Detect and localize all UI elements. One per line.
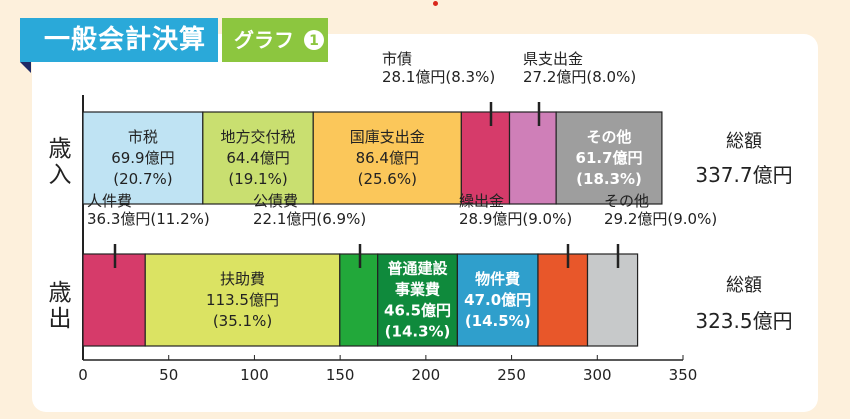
data-label: 36.3億円(11.2%) <box>87 210 210 228</box>
bar-segment <box>377 253 459 347</box>
x-tick-label: 150 <box>326 366 355 384</box>
title-main: 一般会計決算 <box>20 18 218 62</box>
data-label: 27.2億円(8.0%) <box>523 68 636 86</box>
bar-segment <box>202 111 314 205</box>
x-tick-label: 250 <box>497 366 526 384</box>
data-label: 普通建設 <box>388 260 449 278</box>
x-tick-label: 50 <box>159 366 178 384</box>
row-label-expenditure-text: 歳出 <box>48 280 72 332</box>
bar-segment <box>144 253 341 347</box>
bar-segment <box>339 253 379 347</box>
bar-segment <box>312 111 462 205</box>
chart-card <box>32 34 818 412</box>
data-label: 69.9億円 <box>111 149 174 167</box>
data-label: 人件費 <box>87 192 132 210</box>
expenditure-total-label: 総額 <box>726 275 762 296</box>
data-label: 113.5億円 <box>206 291 279 309</box>
row-label-revenue-text: 歳入 <box>48 136 72 188</box>
expenditure-total-value: 323.5億円 <box>695 309 793 333</box>
badge-number-icon: 1 <box>303 30 324 50</box>
data-label: (35.1%) <box>213 312 272 330</box>
bar-segment <box>456 253 539 347</box>
data-label: (14.3%) <box>385 323 451 341</box>
bar-segment <box>82 253 146 347</box>
revenue-total-label: 総額 <box>726 131 762 152</box>
x-tick-label: 300 <box>583 366 612 384</box>
row-label-revenue: 歳入 <box>44 136 76 188</box>
revenue-total-value: 337.7億円 <box>695 163 793 187</box>
badge-number: 1 <box>309 33 319 49</box>
data-label: (25.6%) <box>358 170 417 188</box>
bar-segment <box>460 111 511 205</box>
bar-segment <box>537 253 589 347</box>
x-tick-label: 0 <box>78 366 88 384</box>
data-label: 事業費 <box>395 281 440 299</box>
data-label: 29.2億円(9.0%) <box>604 210 717 228</box>
data-label: 物件費 <box>475 270 520 288</box>
data-label: 市債 <box>382 50 412 68</box>
title-sub-text: グラフ <box>234 28 294 52</box>
title-fold <box>20 62 31 73</box>
x-tick-label: 100 <box>240 366 269 384</box>
data-label: その他 <box>587 128 632 146</box>
x-tick-label: 200 <box>412 366 441 384</box>
bar-segment <box>586 253 639 347</box>
data-label: 61.7億円 <box>576 149 643 167</box>
data-label: 28.9億円(9.0%) <box>459 210 572 228</box>
data-label: 47.0億円 <box>464 291 531 309</box>
data-label: (20.7%) <box>113 170 172 188</box>
data-label: 公債費 <box>253 192 298 210</box>
data-label: 86.4億円 <box>356 149 419 167</box>
data-label: 地方交付税 <box>221 128 296 146</box>
data-label: 扶助費 <box>220 270 265 288</box>
red-dot <box>433 1 438 6</box>
bar-segment <box>508 111 557 205</box>
data-label: 県支出金 <box>523 50 583 68</box>
data-label: 64.4億円 <box>226 149 289 167</box>
data-label: (18.3%) <box>576 170 642 188</box>
data-label: 28.1億円(8.3%) <box>382 68 495 86</box>
row-label-expenditure: 歳出 <box>44 280 76 332</box>
x-tick-label: 350 <box>669 366 698 384</box>
data-label: 国庫支出金 <box>350 128 425 146</box>
data-label: (19.1%) <box>228 170 287 188</box>
data-label: 繰出金 <box>459 192 504 210</box>
data-label: 22.1億円(6.9%) <box>253 210 366 228</box>
data-label: その他 <box>604 192 649 210</box>
data-label: (14.5%) <box>465 312 531 330</box>
title-sub: グラフ 1 <box>222 18 328 62</box>
data-label: 46.5億円 <box>384 302 451 320</box>
data-label: 市税 <box>128 128 158 146</box>
bar-segment <box>555 111 663 205</box>
